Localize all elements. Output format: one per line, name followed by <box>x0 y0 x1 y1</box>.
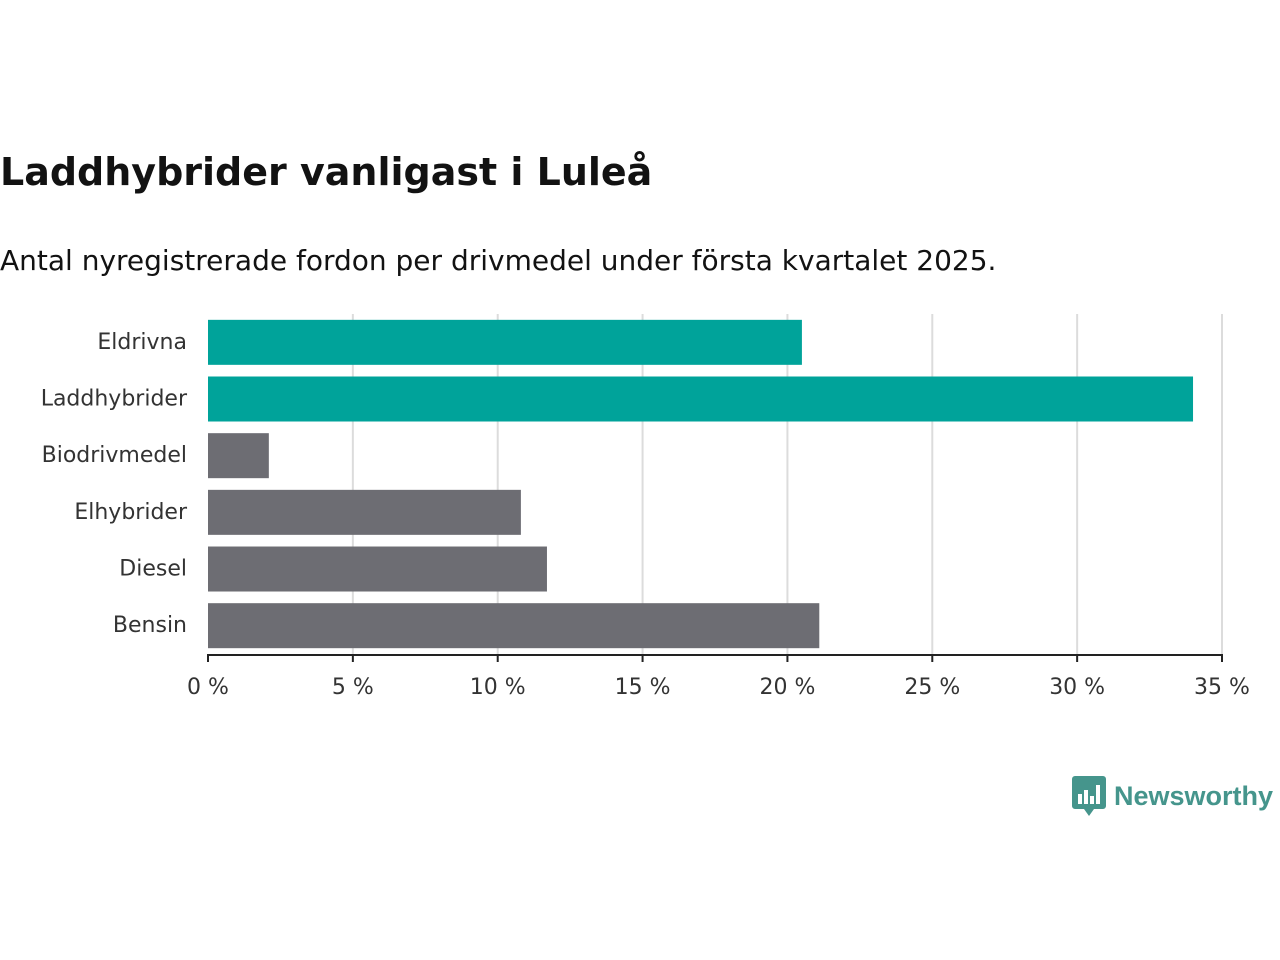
category-label: Bensin <box>113 613 187 638</box>
chart-subtitle: Antal nyregistrerade fordon per drivmede… <box>0 244 997 277</box>
bar <box>208 489 521 535</box>
x-tick-label: 25 % <box>904 675 960 700</box>
bar <box>208 603 820 649</box>
x-axis: 0 % 5 % 10 % 15 % 20 % 25 % 30 % 35 % <box>187 654 1250 700</box>
newsworthy-logo: Newsworthy <box>1072 776 1273 816</box>
bar <box>208 546 547 592</box>
category-labels: Eldrivna Laddhybrider Biodrivmedel Elhybrid… <box>41 330 188 638</box>
logo-text: Newsworthy <box>1114 780 1274 811</box>
x-tick-label: 35 % <box>1194 675 1250 700</box>
category-label: Laddhybrider <box>41 387 188 412</box>
category-label: Elhybrider <box>74 500 188 525</box>
x-tick-label: 15 % <box>615 675 671 700</box>
category-label: Diesel <box>119 557 187 582</box>
newsworthy-chart-bubble-icon <box>1072 776 1106 816</box>
x-tick-label: 20 % <box>759 675 815 700</box>
bar <box>208 319 802 365</box>
bar <box>208 433 269 479</box>
x-tick-label: 0 % <box>187 675 229 700</box>
category-label: Biodrivmedel <box>42 443 187 468</box>
grid-lines <box>351 314 1223 654</box>
category-label: Eldrivna <box>97 330 187 355</box>
x-tick-label: 5 % <box>332 675 374 700</box>
bars <box>208 319 1194 649</box>
chart-title: Laddhybrider vanligast i Luleå <box>0 150 653 194</box>
bar <box>208 376 1194 422</box>
bar-chart: Eldrivna Laddhybrider Biodrivmedel Elhybrid… <box>41 314 1250 700</box>
x-tick-label: 30 % <box>1049 675 1105 700</box>
x-tick-label: 10 % <box>470 675 526 700</box>
